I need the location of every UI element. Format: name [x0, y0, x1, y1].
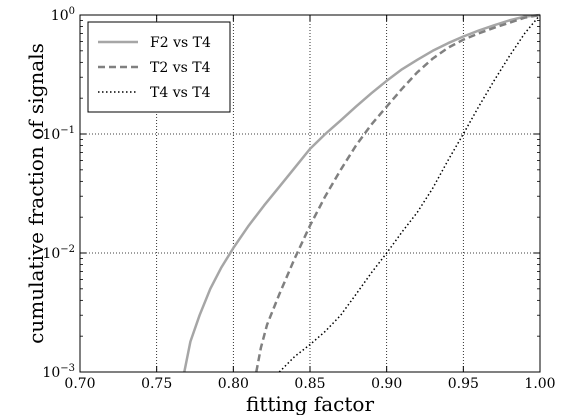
y-tick-base: 10: [51, 8, 69, 24]
series-line: [183, 13, 541, 373]
y-tick-base: 10: [42, 246, 60, 262]
ticks: [79, 14, 541, 373]
y-tick-exponent: 0: [69, 6, 75, 17]
legend-label: F2 vs T4: [150, 35, 211, 51]
grid: [80, 15, 540, 372]
y-tick-label: 10−3: [42, 363, 75, 381]
x-tick-label: 0.75: [141, 376, 172, 392]
y-tick-label: 100: [51, 6, 75, 24]
y-tick-base: 10: [42, 127, 60, 143]
x-tick-label: 0.70: [64, 376, 95, 392]
legend: F2 vs T4 T2 vs T4 T4 vs T4: [87, 21, 231, 113]
legend-label: T4 vs T4: [150, 85, 211, 101]
y-tick-exponent: −3: [60, 363, 75, 374]
x-tick-label: 0.80: [218, 376, 249, 392]
legend-label: T2 vs T4: [150, 60, 211, 76]
series-layer: [183, 13, 541, 373]
y-tick-exponent: −1: [60, 125, 75, 136]
x-tick-label: 1.00: [524, 376, 555, 392]
x-axis-label: fitting factor: [246, 392, 374, 415]
y-tick-label: 10−1: [42, 125, 75, 143]
series-line: [255, 13, 541, 373]
y-tick-base: 10: [42, 365, 60, 381]
series-line: [278, 14, 541, 373]
tick-labels: 0.70 0.75 0.80 0.85 0.90 0.95 1.0010−310−210−1…: [42, 6, 555, 392]
y-tick-label: 10−2: [42, 244, 75, 262]
x-tick-label: 0.85: [294, 376, 325, 392]
x-tick-label: 0.90: [371, 376, 402, 392]
y-tick-exponent: −2: [60, 244, 75, 255]
x-tick-label: 0.95: [448, 376, 479, 392]
y-axis-label: cumulative fraction of signals: [24, 43, 48, 344]
